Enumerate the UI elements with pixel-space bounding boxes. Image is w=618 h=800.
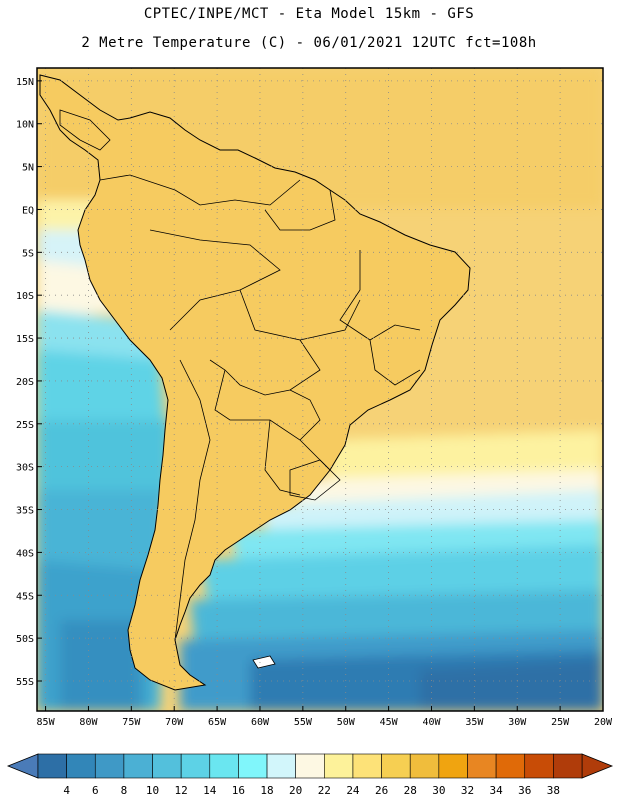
colorbar-label: 30 bbox=[432, 784, 445, 797]
latitude-label: 30S bbox=[16, 463, 34, 474]
longitude-axis: 85W 80W 75W 70W 65W 60W 55W 50W 45W 40W 35W 30W 25W 2… bbox=[37, 706, 613, 728]
colorbar-label: 34 bbox=[489, 784, 503, 797]
colorbar-label: 4 bbox=[63, 784, 70, 797]
longitude-label: 40W bbox=[422, 717, 441, 728]
longitude-label: 30W bbox=[508, 717, 527, 728]
colorbar-label: 18 bbox=[260, 784, 273, 797]
latitude-label: 40S bbox=[16, 548, 34, 559]
colorbar-label: 28 bbox=[404, 784, 417, 797]
country-borders bbox=[39, 74, 471, 691]
latitude-label: 5N bbox=[22, 163, 34, 174]
colorbar-box bbox=[37, 753, 67, 779]
colorbar-box bbox=[295, 753, 325, 779]
colorbar-label: 14 bbox=[203, 784, 217, 797]
colorbar-label: 36 bbox=[518, 784, 531, 797]
colorbar: 4 6 8 10 12 14 16 18 20 22 24 26 28 30 32 34 36 38 bbox=[6, 753, 614, 797]
colorbar-box bbox=[352, 753, 382, 779]
chart-title-line2: 2 Metre Temperature (C) - 06/01/2021 12U… bbox=[81, 35, 537, 51]
colorbar-box bbox=[381, 753, 411, 779]
colorbar-box bbox=[238, 753, 268, 779]
longitude-label: 80W bbox=[79, 717, 98, 728]
falkland-islands bbox=[252, 655, 276, 669]
latitude-label: 10N bbox=[16, 120, 34, 131]
colorbar-box bbox=[66, 753, 96, 779]
map-frame bbox=[36, 67, 604, 712]
map-field bbox=[37, 68, 603, 711]
colorbar-label: 38 bbox=[547, 784, 560, 797]
latitude-label: 15N bbox=[16, 77, 34, 88]
colorbar-label: 10 bbox=[146, 784, 159, 797]
colorbar-box bbox=[123, 753, 153, 779]
colorbar-box bbox=[438, 753, 468, 779]
colorbar-label: 6 bbox=[92, 784, 99, 797]
latitude-label: 20S bbox=[16, 377, 34, 388]
longitude-label: 75W bbox=[122, 717, 141, 728]
latitude-label: 35S bbox=[16, 506, 34, 517]
colorbar-box bbox=[524, 753, 554, 779]
colorbar-label: 26 bbox=[375, 784, 388, 797]
latitude-label: 45S bbox=[16, 591, 34, 602]
colorbar-box bbox=[94, 753, 125, 779]
latitude-label: 5S bbox=[22, 248, 34, 259]
colorbar-labels: 4 6 8 10 12 14 16 18 20 22 24 26 28 30 32 34 36 38 bbox=[63, 784, 560, 797]
colorbar-box bbox=[553, 753, 583, 779]
colorbar-label: 24 bbox=[346, 784, 360, 797]
longitude-label: 45W bbox=[380, 717, 399, 728]
longitude-label: 50W bbox=[337, 717, 356, 728]
longitude-label: 55W bbox=[294, 717, 313, 728]
chart-title-line1: CPTEC/INPE/MCT - Eta Model 15km - GFS bbox=[143, 6, 475, 22]
colorbar-box bbox=[467, 753, 497, 779]
colorbar-low-arrow bbox=[6, 753, 39, 779]
longitude-label: 65W bbox=[208, 717, 227, 728]
central-america bbox=[59, 109, 111, 151]
colorbar-label: 16 bbox=[232, 784, 245, 797]
colorbar-box bbox=[495, 753, 526, 779]
longitude-label: 70W bbox=[165, 717, 184, 728]
longitude-label: 60W bbox=[251, 717, 270, 728]
colorbar-label: 12 bbox=[175, 784, 188, 797]
latitude-label: EQ bbox=[22, 205, 34, 216]
colorbar-label: 20 bbox=[289, 784, 302, 797]
longitude-label: 35W bbox=[465, 717, 484, 728]
colorbar-box bbox=[266, 753, 296, 779]
colorbar-box bbox=[209, 753, 239, 779]
colorbar-high-arrow bbox=[581, 753, 614, 779]
graticule bbox=[37, 68, 603, 711]
latitude-label: 55S bbox=[16, 677, 34, 688]
colorbar-box bbox=[180, 753, 211, 779]
latitude-label: 10S bbox=[16, 291, 34, 302]
longitude-label: 25W bbox=[551, 717, 570, 728]
latitude-label: 15S bbox=[16, 334, 34, 345]
longitude-label: 20W bbox=[594, 717, 613, 728]
colorbar-box bbox=[324, 753, 354, 779]
colorbar-label: 22 bbox=[318, 784, 331, 797]
colorbar-box bbox=[409, 753, 440, 779]
colorbar-label: 32 bbox=[461, 784, 474, 797]
colorbar-label: 8 bbox=[121, 784, 128, 797]
latitude-label: 25S bbox=[16, 420, 34, 431]
colorbar-box bbox=[152, 753, 182, 779]
latitude-axis: 15N 10N 5N EQ 5S 10S 15S 20S 25S 30S 35S 40S 45S 50S 5… bbox=[16, 77, 42, 688]
longitude-label: 85W bbox=[37, 717, 56, 728]
latitude-label: 50S bbox=[16, 634, 34, 645]
colorbar-boxes bbox=[6, 753, 614, 779]
